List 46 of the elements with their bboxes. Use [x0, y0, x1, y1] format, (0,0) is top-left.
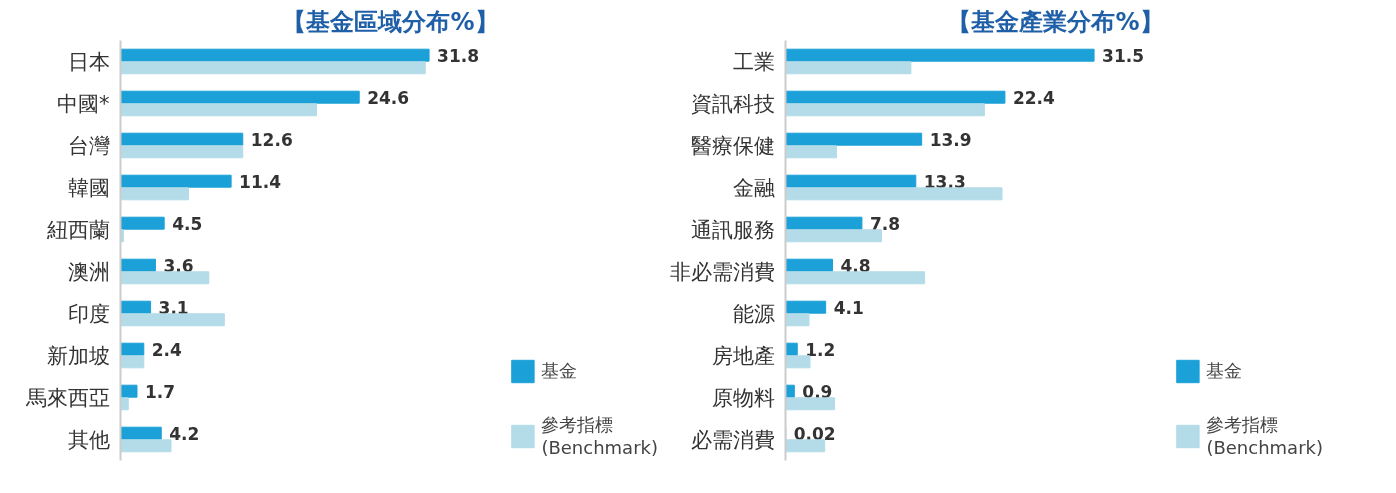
y-tick-label: 新加坡: [46, 343, 110, 368]
y-tick-label: 印度: [67, 301, 110, 326]
data-label: 4.5: [172, 213, 203, 234]
legend-label: 基金: [1206, 359, 1243, 383]
y-tick-label: 澳洲: [67, 259, 110, 284]
data-label: 11.4: [239, 171, 282, 192]
data-label: 3.1: [158, 297, 189, 318]
legend-label: 參考指標 (Benchmark): [541, 413, 658, 458]
data-label: 1.7: [145, 381, 176, 402]
y-tick-label: 房地產: [711, 343, 775, 368]
y-tick-label: 通訊服務: [690, 217, 775, 242]
data-label: 31.5: [1102, 45, 1145, 66]
data-label: 22.4: [1012, 87, 1056, 108]
chart-title: 【基金產業分布%】: [947, 7, 1164, 36]
y-tick-label: 馬來西亞: [24, 385, 110, 410]
y-tick-label: 韓國: [67, 175, 110, 200]
y-tick-label: 其他: [67, 427, 110, 452]
y-tick-label: 資訊科技: [690, 91, 775, 116]
data-label: 0.9: [802, 381, 833, 402]
data-label: 7.8: [869, 213, 901, 234]
data-label: 12.6: [250, 129, 293, 150]
data-label: 4.1: [833, 297, 864, 318]
y-tick-label: 紐西蘭: [45, 217, 110, 242]
y-tick-label: 金融: [732, 175, 775, 200]
y-tick-label: 原物料: [711, 385, 775, 410]
data-label: 4.2: [169, 423, 200, 444]
chart-title: 【基金區域分布%】: [282, 7, 499, 36]
y-tick-label: 醫療保健: [690, 133, 775, 158]
data-label: 13.3: [923, 171, 966, 192]
data-label: 4.8: [840, 255, 871, 276]
data-label: 3.6: [163, 255, 194, 276]
data-label: 0.02: [793, 423, 836, 444]
y-tick-label: 台灣: [67, 133, 110, 158]
data-label: 31.8: [437, 45, 480, 66]
y-tick-label: 非必需消費: [669, 259, 775, 284]
y-tick-label: 日本: [67, 49, 110, 74]
legend-label: 參考指標 (Benchmark): [1206, 413, 1323, 458]
data-label: 1.2: [805, 339, 836, 360]
y-tick-label: 工業: [732, 49, 775, 74]
y-tick-label: 能源: [732, 301, 775, 326]
legend-label: 基金: [541, 359, 578, 383]
data-label: 13.9: [929, 129, 972, 150]
data-label: 2.4: [151, 339, 183, 360]
y-tick-label: 必需消費: [690, 427, 775, 452]
data-label: 24.6: [367, 87, 410, 108]
y-tick-label: 中國*: [57, 91, 110, 116]
